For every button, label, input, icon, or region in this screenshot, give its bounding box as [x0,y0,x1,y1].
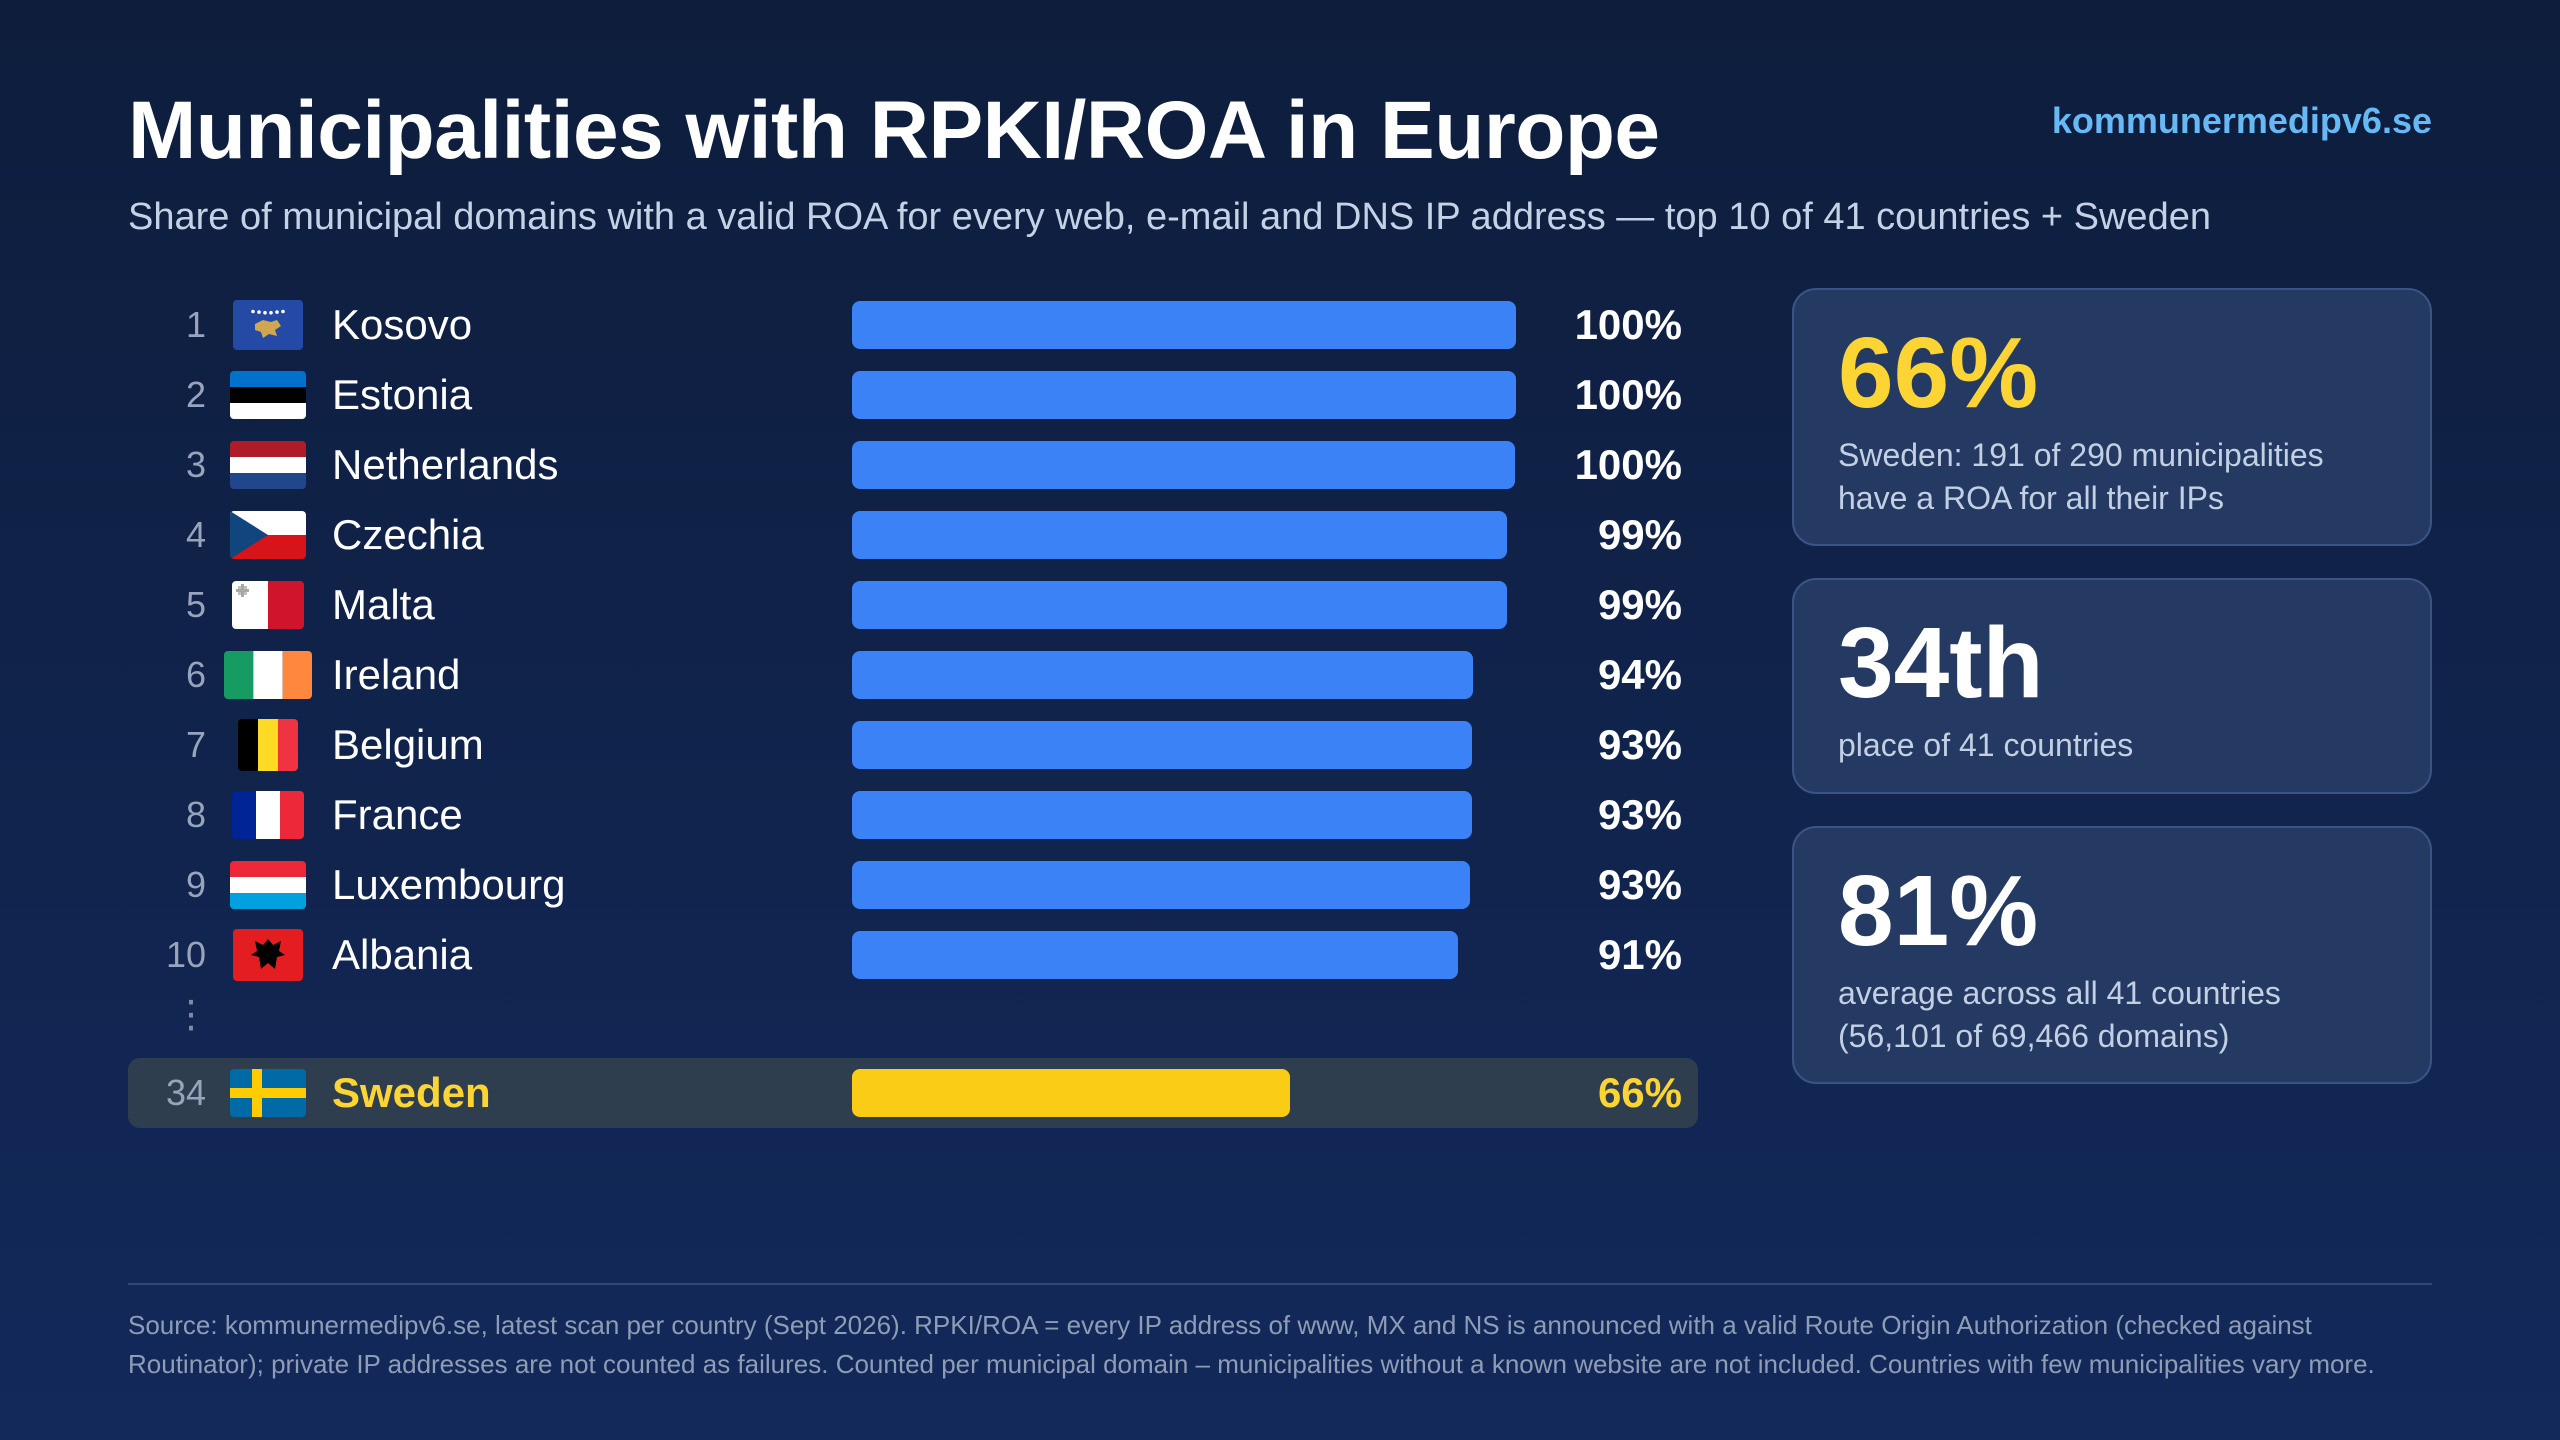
rank-label: 34 [165,1072,206,1113]
stat-card-average: 81% average across all 41 countries (56,… [1792,826,2432,1084]
stat-value: 66% [1838,317,2039,429]
stat-value: 81% [1838,855,2039,967]
bar [852,371,1516,419]
rank-label: 4 [185,514,206,555]
value-label: 91% [1597,931,1682,978]
bar-row: 3 Netherlands 100% [128,430,1698,500]
sweden-flag-icon [223,1058,313,1128]
value-label: 93% [1597,791,1682,838]
bar-row: 1 Kosovo 100% [128,290,1698,360]
country-label: Sweden [332,1069,491,1116]
bar-row: 2 Estonia 100% [128,360,1698,430]
country-label: Luxembourg [332,861,566,908]
rank-label: 2 [185,374,206,415]
country-label: Malta [332,581,435,628]
kosovo-flag-icon [223,290,313,360]
brand-link[interactable]: kommunermedipv6.se [2051,100,2432,141]
rank-label: 7 [185,724,206,765]
bar [852,441,1515,489]
country-label: Ireland [332,651,461,698]
value-label: 93% [1597,861,1682,908]
bar [852,791,1472,839]
bar-row: 9 Luxembourg 93% [128,850,1698,920]
bar [852,651,1473,699]
bar [852,301,1516,349]
value-label: 100% [1574,301,1682,348]
bar [852,721,1472,769]
bar [852,581,1507,629]
bar-row: 8 France 93% [128,780,1698,850]
value-label: 99% [1597,511,1682,558]
bar [852,1069,1290,1117]
rank-label: 8 [185,794,206,835]
value-label: 66% [1597,1069,1682,1116]
stat-description: place of 41 countries [1838,727,2134,763]
rank-label: 1 [185,304,206,345]
belgium-flag-icon [223,710,313,780]
rank-label: 10 [165,934,206,975]
stat-description: Sweden: 191 of 290 municipalities have a… [1838,437,2324,516]
page-title: Municipalities with RPKI/ROA in Europe [128,85,1660,176]
value-label: 93% [1597,721,1682,768]
value-label: 99% [1597,581,1682,628]
footer-divider [128,1283,2432,1285]
bar-row-highlighted: 34 Sweden 66% [128,1058,1698,1128]
bar [852,861,1471,909]
netherlands-flag-icon [223,430,313,500]
malta-flag-icon [223,570,313,640]
bar-row: 6 Ireland 94% [128,640,1698,710]
ireland-flag-icon [223,640,313,710]
country-label: Kosovo [332,301,473,348]
value-label: 100% [1574,441,1682,488]
bar-chart: 1 Kosovo 100% 2 Estonia 100% 3 Netherlands 100% 4… [128,290,1698,1140]
rank-label: 5 [185,584,206,625]
estonia-flag-icon [223,360,313,430]
value-label: 94% [1597,651,1682,698]
stat-value: 34th [1838,607,2044,719]
bar-row: 10 Albania 91% [128,920,1698,990]
france-flag-icon [223,780,313,850]
rank-ellipsis: ⋮ [172,994,210,1036]
stat-card-sweden-share: 66% Sweden: 191 of 290 municipalities ha… [1792,288,2432,546]
country-label: Netherlands [332,441,559,488]
bar-row: 7 Belgium 93% [128,710,1698,780]
country-label: Estonia [332,371,473,418]
rank-label: 6 [185,654,206,695]
czechia-flag-icon [223,500,313,570]
rank-label: 3 [185,444,206,485]
source-note: Source: kommunermedipv6.se, latest scan … [128,1310,2375,1379]
luxembourg-flag-icon [223,850,313,920]
country-label: France [332,791,463,838]
bar [852,511,1507,559]
bar [852,931,1458,979]
page-subtitle: Share of municipal domains with a valid … [128,196,2211,238]
albania-flag-icon [223,920,313,990]
bar-row: 4 Czechia 99% [128,500,1698,570]
rank-label: 9 [185,864,206,905]
stat-description: average across all 41 countries (56,101 … [1838,975,2281,1054]
value-label: 100% [1574,371,1682,418]
country-label: Albania [332,931,473,978]
country-label: Czechia [332,511,484,558]
stat-card-sweden-rank: 34th place of 41 countries [1792,578,2432,794]
bar-row: 5 Malta 99% [128,570,1698,640]
country-label: Belgium [332,721,484,768]
